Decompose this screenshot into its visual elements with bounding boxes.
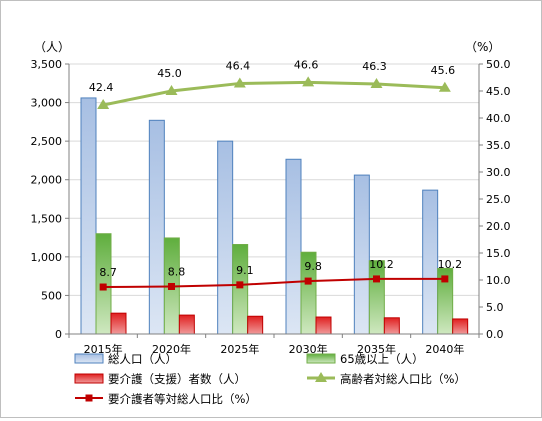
right-axis-tick-label: 5.0 [486, 301, 504, 314]
line-elderly-ratio [102, 80, 445, 107]
right-axis-tick-label: 30.0 [486, 166, 511, 179]
data-label-elderly-ratio: 46.4 [226, 59, 251, 72]
x-axis-tick-label: 2025年 [220, 342, 259, 356]
marker-elderly-ratio [165, 85, 178, 95]
right-axis-tick-label: 10.0 [486, 274, 511, 287]
legend-label: 要介護者等対総人口比（%） [108, 392, 257, 406]
bar-total-population [80, 97, 97, 335]
bar-total-population [217, 140, 234, 335]
bar-age65-plus [232, 244, 249, 335]
legend-label: 総人口（人） [108, 352, 177, 366]
data-label-elderly-ratio: 46.3 [362, 60, 387, 73]
left-axis-tick-label: 500 [41, 289, 62, 302]
bar-total-population [353, 174, 370, 335]
marker-elderly-ratio [233, 77, 246, 88]
data-label-elderly-ratio: 45.6 [431, 64, 456, 77]
right-axis-tick-label: 15.0 [486, 247, 511, 260]
bar-care-needed [178, 314, 195, 335]
legend-swatch [74, 373, 104, 384]
right-axis-tick-label: 50.0 [486, 58, 511, 71]
data-label-elderly-ratio: 45.0 [157, 67, 182, 80]
bar-care-needed [315, 316, 332, 335]
legend-marker [85, 394, 93, 402]
data-label-care-ratio: 9.1 [236, 264, 254, 277]
left-axis-tick-label: 1,000 [31, 251, 63, 264]
marker-care-ratio [304, 277, 312, 285]
marker-care-ratio [168, 282, 175, 290]
data-label-elderly-ratio: 46.6 [294, 58, 319, 71]
x-axis-tick-label: 2015年 [84, 342, 123, 356]
right-axis-tick-label: 20.0 [486, 220, 511, 233]
right-axis-tick-label: 40.0 [486, 112, 511, 125]
line-care-ratio [103, 277, 445, 289]
data-label-care-ratio: 10.2 [438, 258, 463, 271]
right-axis-tick-label: 25.0 [486, 193, 511, 206]
right-axis-tick-label: 45.0 [486, 85, 511, 98]
legend: 総人口（人） 65歳以上（人） 要介護（支援）者数（人） 高齢者対総人口比（%） 要介護… [74, 352, 466, 406]
bar-care-needed [247, 315, 264, 335]
bar-care-needed [383, 317, 400, 335]
data-label-care-ratio: 8.8 [168, 265, 186, 278]
right-axis-tick-label: 0.0 [486, 328, 504, 341]
x-axis-tick-label: 2035年 [357, 342, 396, 356]
marker-care-ratio [441, 275, 449, 283]
data-labels: 42.4 45.0 46.4 46.6 46.3 45.6 8.7 8.8 9.1 9.8 10.2… [89, 58, 462, 279]
data-label-care-ratio: 9.8 [304, 260, 322, 273]
bar-total-population [148, 119, 165, 335]
legend-swatch [74, 353, 104, 364]
bar-total-population [422, 189, 439, 335]
left-axis-tick-label: 2,000 [31, 174, 63, 187]
marker-elderly-ratio [438, 81, 451, 92]
bar-care-needed [452, 318, 469, 335]
x-axis-tick-label: 2030年 [289, 342, 328, 356]
legend-marker [315, 372, 327, 382]
x-axis-tick-label: 2020年 [152, 342, 191, 356]
data-label-elderly-ratio: 42.4 [89, 81, 114, 94]
data-label-care-ratio: 10.2 [369, 258, 394, 271]
legend-swatch [306, 353, 336, 364]
data-label-care-ratio: 8.7 [99, 266, 117, 279]
marker-care-ratio [99, 283, 107, 291]
left-axis-unit: （人） [34, 40, 70, 54]
marker-elderly-ratio [97, 99, 110, 110]
marker-elderly-ratio [370, 77, 383, 88]
right-axis-tick-label: 35.0 [486, 139, 511, 152]
legend-label: 高齢者対総人口比（%） [340, 372, 466, 386]
marker-care-ratio [373, 275, 380, 283]
bar-total-population [285, 158, 302, 335]
marker-elderly-ratio [302, 76, 315, 87]
left-axis-tick-label: 0 [55, 328, 62, 341]
gridlines [69, 63, 479, 335]
left-axis-tick-label: 2,500 [31, 135, 63, 148]
lines [97, 76, 451, 291]
marker-care-ratio [236, 281, 244, 289]
left-axis-tick-label: 3,500 [31, 58, 63, 71]
right-axis-unit: （%） [465, 40, 500, 54]
legend-label: 65歳以上（人） [340, 352, 424, 366]
bars [80, 97, 469, 335]
bar-care-needed [110, 312, 127, 335]
axes: 0 500 1,000 1,500 2,000 2,500 3,000 3,500 0.0 5.0… [31, 58, 511, 356]
left-axis-tick-label: 3,000 [31, 97, 63, 110]
x-axis-tick-label: 2040年 [425, 342, 464, 356]
bar-age65-plus [368, 260, 385, 335]
left-axis-tick-label: 1,500 [31, 212, 63, 225]
legend-label: 要介護（支援）者数（人） [108, 372, 246, 386]
